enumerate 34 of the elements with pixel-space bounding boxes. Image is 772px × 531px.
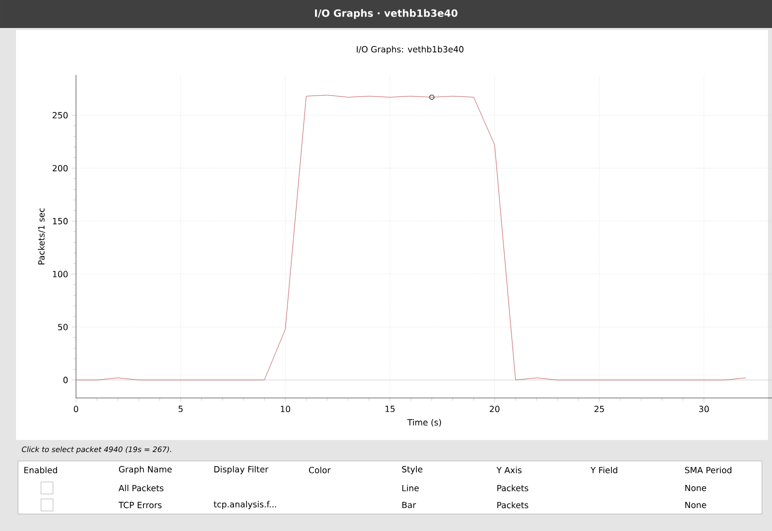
y-tick-label: 50 [58, 324, 68, 330]
x-tick-label: 25 [594, 406, 604, 412]
x-tick-label: 20 [490, 406, 500, 412]
text: All Packets [118, 484, 164, 492]
text: None [685, 502, 706, 508]
text: TCP Errors [118, 502, 162, 508]
y-tick-label: 200 [52, 164, 68, 172]
text: I/O Graphs · vethb1b3e40 [315, 9, 458, 19]
y-tick-label: 0 [63, 376, 68, 384]
text: Style [402, 466, 422, 474]
text: Color [308, 466, 331, 474]
y-tick-label: 100 [53, 270, 68, 278]
text: Line [402, 484, 419, 492]
text: Bar [402, 502, 416, 508]
x-axis-title: Time (s) [407, 418, 441, 427]
x-tick-label: 5 [178, 406, 183, 412]
x-tick-label: 15 [386, 406, 395, 412]
text: None [685, 484, 706, 492]
text: Packets [497, 484, 528, 492]
y-tick-label: 250 [52, 112, 68, 118]
x-tick-label: 10 [280, 406, 290, 412]
y-axis-title: Packets/1 sec [38, 208, 46, 264]
text: Graph Name [118, 466, 172, 474]
chart-title: I/O Graphs: vethb1b3e40 [356, 46, 464, 54]
text: Y Axis [496, 466, 522, 474]
text: tcp.analysis.f... [214, 500, 276, 510]
x-tick-label: 30 [699, 406, 709, 412]
text: Packets [497, 502, 528, 508]
x-tick-label: 0 [74, 406, 78, 412]
text: Y Field [590, 466, 618, 474]
text: Display Filter [214, 466, 268, 474]
y-tick-label: 150 [53, 218, 68, 224]
text: SMA Period [685, 466, 732, 474]
text: Enabled [24, 466, 57, 474]
